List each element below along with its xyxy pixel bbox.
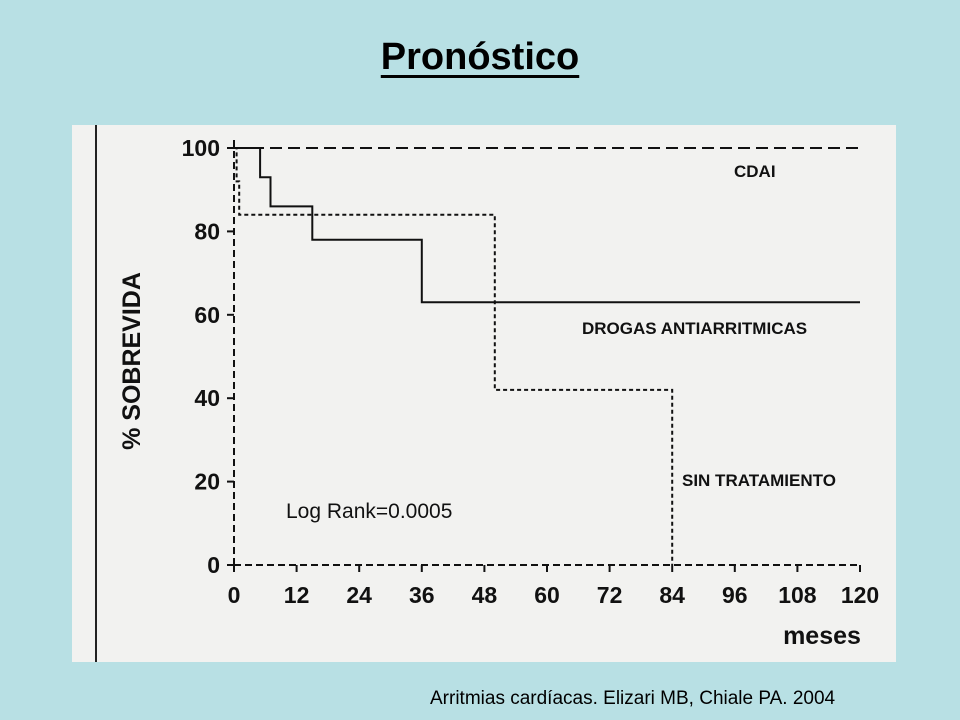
series-line-1: [234, 147, 860, 304]
x-tick-label: 36: [409, 582, 435, 608]
series-label-1: DROGAS ANTIARRITMICAS: [582, 319, 807, 338]
x-tick-label: 60: [534, 582, 560, 608]
survival-chart: 0 20 40 60 80 100 0 12 24 36 48 60 72 84 96 108 120 CDAI D…: [95, 125, 879, 662]
y-tick-label: 80: [194, 218, 220, 244]
x-tick-label: 24: [346, 582, 372, 608]
slide-title: Pronóstico: [0, 36, 960, 79]
x-tick-label: 96: [722, 582, 748, 608]
y-tick-label: 100: [182, 135, 220, 161]
x-tick-label: 72: [597, 582, 623, 608]
y-tick-label: 60: [194, 302, 220, 328]
x-tick-label: 84: [659, 582, 685, 608]
y-tick-label: 40: [194, 385, 220, 411]
y-tick-label: 0: [207, 552, 220, 578]
slide-title-text: Pronóstico: [380, 36, 580, 78]
y-axis-label: % SOBREVIDA: [118, 272, 146, 450]
x-axis-label: meses: [783, 622, 861, 650]
log-rank-annotation: Log Rank=0.0005: [286, 500, 452, 523]
citation: Arritmias cardíacas. Elizari MB, Chiale …: [430, 688, 836, 709]
series-label-2: SIN TRATAMIENTO: [682, 471, 836, 490]
x-tick-label: 108: [778, 582, 817, 608]
survival-figure: 0 20 40 60 80 100 0 12 24 36 48 60 72 84 96 108 120 CDAI D…: [72, 125, 896, 662]
x-tick-label: 120: [841, 582, 879, 608]
y-tick-label: 20: [194, 469, 220, 495]
x-tick-label: 48: [472, 582, 498, 608]
x-tick-label: 12: [284, 582, 310, 608]
series-label-0: CDAI: [734, 162, 776, 181]
x-tick-label: 0: [228, 582, 241, 608]
series-line-2: [234, 147, 674, 565]
